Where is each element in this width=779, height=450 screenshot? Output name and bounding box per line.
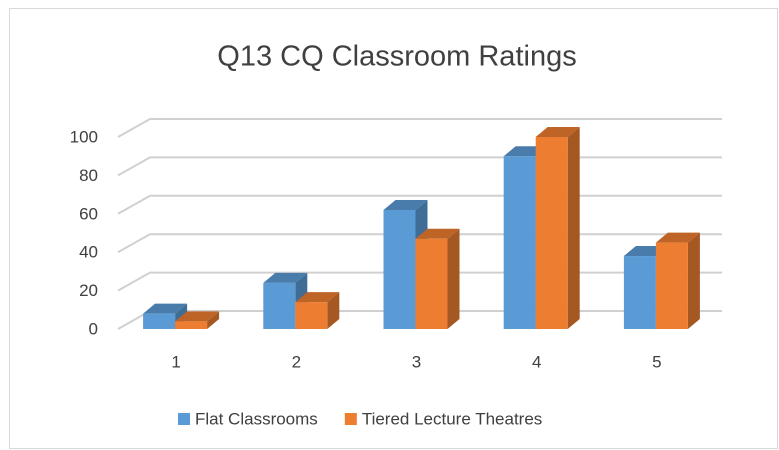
bar xyxy=(655,242,688,329)
chart-title: Q13 CQ Classroom Ratings xyxy=(217,41,576,73)
y-tick-label: 100 xyxy=(70,127,98,146)
bar xyxy=(175,321,208,329)
bar xyxy=(503,156,536,329)
grid-line xyxy=(117,118,722,138)
legend-swatch xyxy=(344,413,357,425)
bar xyxy=(415,238,448,329)
legend-label: Tiered Lecture Theatres xyxy=(362,409,542,428)
y-tick-label: 60 xyxy=(79,204,98,223)
bar-top xyxy=(143,303,188,314)
x-tick-label: 2 xyxy=(292,352,301,371)
legend-label: Flat Classrooms xyxy=(195,409,318,428)
bar xyxy=(383,209,416,329)
y-tick-label: 80 xyxy=(79,166,98,185)
bar-top xyxy=(535,127,580,137)
bar-side xyxy=(687,232,700,329)
bar-top xyxy=(415,228,460,239)
bar-top xyxy=(655,232,700,243)
y-tick-label: 40 xyxy=(79,243,98,262)
bar xyxy=(143,313,176,329)
bar-side xyxy=(327,292,340,329)
bar xyxy=(263,282,296,329)
bar-top xyxy=(295,292,340,303)
x-tick-label: 1 xyxy=(171,352,180,371)
x-tick-label: 3 xyxy=(412,352,421,371)
x-tick-label: 4 xyxy=(532,352,541,371)
legend-swatch xyxy=(178,413,190,425)
y-tick-label: 20 xyxy=(79,281,98,300)
y-tick-label: 0 xyxy=(89,319,98,338)
bar-top xyxy=(263,272,308,283)
bar-side xyxy=(567,127,580,329)
bar xyxy=(535,137,568,329)
bar xyxy=(623,256,656,329)
x-tick-label: 5 xyxy=(652,352,661,371)
bar-top xyxy=(175,311,220,322)
bar-top xyxy=(383,199,428,210)
bar-side xyxy=(207,311,220,329)
bar xyxy=(295,302,328,329)
bar-side xyxy=(447,228,460,329)
